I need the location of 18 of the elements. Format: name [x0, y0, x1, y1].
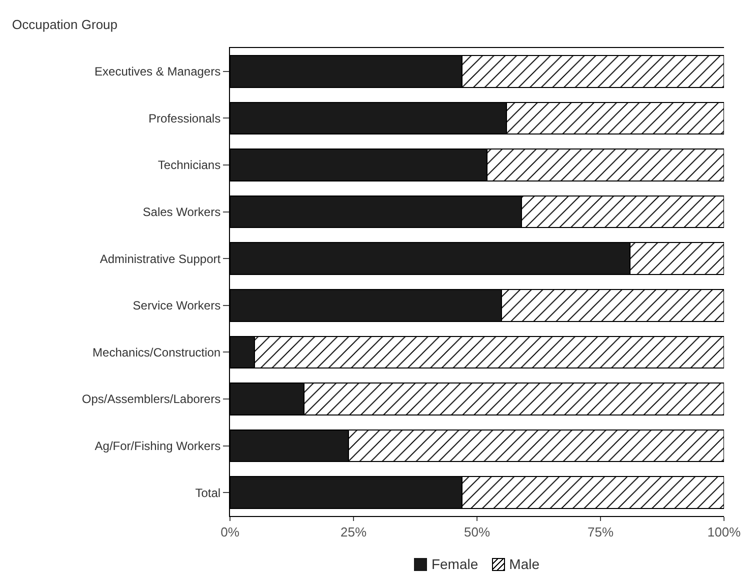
x-tick-label: 50%: [464, 524, 490, 540]
y-tick-label: Mechanics/Construction: [92, 345, 221, 360]
y-tick-label: Ops/Assemblers/Laborers: [82, 392, 221, 406]
y-tick-label: Sales Workers: [142, 205, 221, 219]
y-tick-label: Technicians: [158, 158, 221, 172]
y-tick-label: Ag/For/Fishing Workers: [94, 439, 221, 453]
y-tick-label: Executives & Managers: [94, 64, 221, 79]
x-tick-label: 75%: [587, 524, 614, 540]
y-axis-title: Occupation Group: [12, 17, 118, 32]
x-tick-label: 25%: [340, 524, 367, 540]
legend-label: Female: [431, 556, 478, 572]
x-tick-label: 0%: [220, 524, 240, 540]
y-tick-label: Administrative Support: [100, 252, 222, 266]
legend-label: Male: [509, 556, 540, 572]
y-tick-label: Total: [195, 486, 221, 500]
y-tick-label: Professionals: [148, 111, 221, 126]
y-tick-label: Service Workers: [132, 298, 221, 313]
x-tick-label: 100%: [707, 524, 742, 540]
